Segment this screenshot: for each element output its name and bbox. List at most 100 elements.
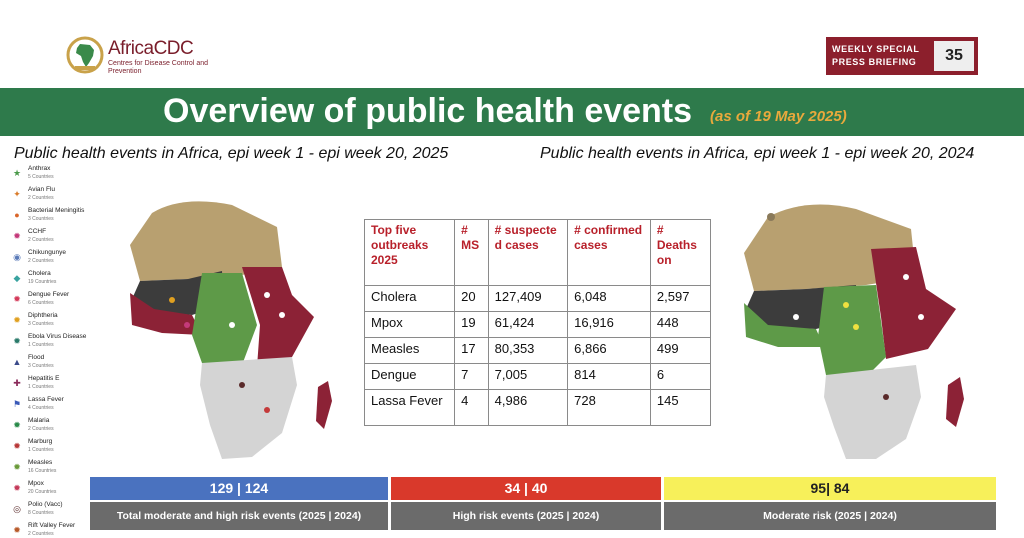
col-confirmed: # confirmed cases <box>567 219 651 286</box>
flag-icon: ⚑ <box>12 399 22 409</box>
africa-map-2024 <box>744 204 964 459</box>
legend-label: Dengue Fever <box>28 291 70 298</box>
cell-confirmed: 6,048 <box>567 285 651 312</box>
cell-disease: Lassa Fever <box>363 389 456 426</box>
legend-label: Diphtheria <box>28 312 58 319</box>
legend-count: 20 Countries <box>28 489 57 495</box>
legend-count: 4 Countries <box>28 405 54 411</box>
cell-deaths: 2,597 <box>649 285 712 312</box>
event-markers <box>169 292 285 413</box>
legend-label: Marburg <box>28 438 53 445</box>
table-header-row: Top five outbreaks 2025 # MS # suspecte … <box>363 219 712 286</box>
table-row: Lassa Fever 4 4,986 728 145 <box>363 389 712 426</box>
dot-icon: ◉ <box>13 252 21 262</box>
page-title: Overview of public health events <box>163 92 693 130</box>
legend-count: 1 Countries <box>28 384 54 390</box>
cell-confirmed: 814 <box>567 363 651 390</box>
legend-label: Bacterial Meningitis <box>28 207 85 214</box>
legend-count: 1 Countries <box>28 447 54 453</box>
north-africa-region <box>744 204 916 291</box>
col-suspected: # suspecte d cases <box>487 219 569 286</box>
legend-item: ◉ Chikungunye 2 Countries <box>8 249 88 270</box>
legend-item: ★ Anthrax 5 Countries <box>8 165 88 186</box>
legend-label: Cholera <box>28 270 51 277</box>
burst-icon: ✹ <box>13 420 21 430</box>
legend-label: Lassa Fever <box>28 396 64 403</box>
madagascar-island <box>946 377 964 427</box>
legend-label: Avian Flu <box>28 186 55 193</box>
legend-item: ✹ Mpox 20 Countries <box>8 480 88 501</box>
table-row: Mpox 19 61,424 16,916 448 <box>363 311 712 338</box>
event-markers <box>767 213 924 400</box>
table-row: Measles 17 80,353 6,866 499 <box>363 337 712 364</box>
legend-item: ✦ Avian Flu 2 Countries <box>8 186 88 207</box>
legend-count: 3 Countries <box>28 321 54 327</box>
disease-legend: ★ Anthrax 5 Countries ✦ Avian Flu 2 Countries… <box>8 165 88 538</box>
ring-icon: ◎ <box>13 504 21 514</box>
cell-confirmed: 728 <box>567 389 651 426</box>
legend-count: 8 Countries <box>28 510 54 516</box>
col-ms: # MS <box>454 219 489 286</box>
org-name: AfricaCDC <box>108 38 194 59</box>
legend-item: ✹ Diphtheria 3 Countries <box>8 312 88 333</box>
west-africa-region <box>744 303 824 347</box>
cell-ms: 4 <box>454 389 489 426</box>
legend-item: ▲ Flood 3 Countries <box>8 354 88 375</box>
org-subtitle: Centres for Disease Control and Preventi… <box>108 60 208 75</box>
burst-icon: ✹ <box>13 315 21 325</box>
cell-deaths: 145 <box>649 389 712 426</box>
legend-label: Anthrax <box>28 165 51 172</box>
cell-deaths: 6 <box>649 363 712 390</box>
briefing-label: WEEKLY SPECIAL PRESS BRIEFING <box>832 44 920 67</box>
cell-suspected: 80,353 <box>487 337 569 364</box>
cell-ms: 20 <box>454 285 489 312</box>
legend-label: Hepatitis E <box>28 375 60 382</box>
legend-item: ✚ Hepatitis E 1 Countries <box>8 375 88 396</box>
legend-label: Rift Valley Fever <box>28 522 76 529</box>
burst-icon: ✹ <box>13 462 21 472</box>
legend-count: 19 Countries <box>28 279 57 285</box>
madagascar-island <box>316 381 332 429</box>
legend-item: ✹ Ebola Virus Disease 1 Countries <box>8 333 88 354</box>
col-deaths: # Deaths on <box>649 219 712 286</box>
africa-emblem-icon <box>66 36 104 74</box>
west-africa-region <box>130 293 202 335</box>
cell-suspected: 61,424 <box>487 311 569 338</box>
drop-icon: ● <box>14 210 20 220</box>
burst-icon: ✹ <box>13 231 21 241</box>
cell-disease: Dengue <box>363 363 456 390</box>
legend-item: ✹ Malaria 2 Countries <box>8 417 88 438</box>
legend-count: 2 Countries <box>28 531 54 537</box>
moderate-risk-value: 95| 84 <box>664 477 996 500</box>
legend-count: 1 Countries <box>28 342 54 348</box>
burst-icon: ✹ <box>13 441 21 451</box>
cell-suspected: 127,409 <box>487 285 569 312</box>
house-icon: ▲ <box>12 357 22 367</box>
cell-confirmed: 16,916 <box>567 311 651 338</box>
cell-suspected: 7,005 <box>487 363 569 390</box>
high-risk-caption: High risk events (2025 | 2024) <box>391 502 661 530</box>
map-2024-title: Public health events in Africa, epi week… <box>540 145 975 162</box>
burst-icon: ✹ <box>13 294 21 304</box>
africa-cdc-logo: AfricaCDC Centres for Disease Control an… <box>66 36 226 80</box>
north-africa-region <box>130 201 282 281</box>
legend-item: ● Bacterial Meningitis 3 Countries <box>8 207 88 228</box>
legend-item: ✹ CCHF 2 Countries <box>8 228 88 249</box>
star-icon: ★ <box>12 168 22 178</box>
legend-item: ◆ Cholera 19 Countries <box>8 270 88 291</box>
legend-label: Measles <box>28 459 53 466</box>
legend-count: 5 Countries <box>28 174 54 180</box>
top-outbreaks-table: Top five outbreaks 2025 # MS # suspecte … <box>363 219 712 426</box>
legend-item: ✹ Measles 16 Countries <box>8 459 88 480</box>
map-2025-title: Public health events in Africa, epi week… <box>14 145 449 162</box>
legend-label: Ebola Virus Disease <box>28 333 87 340</box>
legend-item: ✹ Rift Valley Fever 2 Countries <box>8 522 88 538</box>
briefing-number: 35 <box>934 41 974 71</box>
cell-disease: Measles <box>363 337 456 364</box>
moderate-risk-caption: Moderate risk (2025 | 2024) <box>664 502 996 530</box>
legend-item: ✹ Dengue Fever 6 Countries <box>8 291 88 312</box>
legend-label: Mpox <box>28 480 44 487</box>
press-briefing-badge: WEEKLY SPECIAL PRESS BRIEFING 35 <box>826 37 978 75</box>
central-africa-region <box>818 285 886 377</box>
cell-ms: 17 <box>454 337 489 364</box>
